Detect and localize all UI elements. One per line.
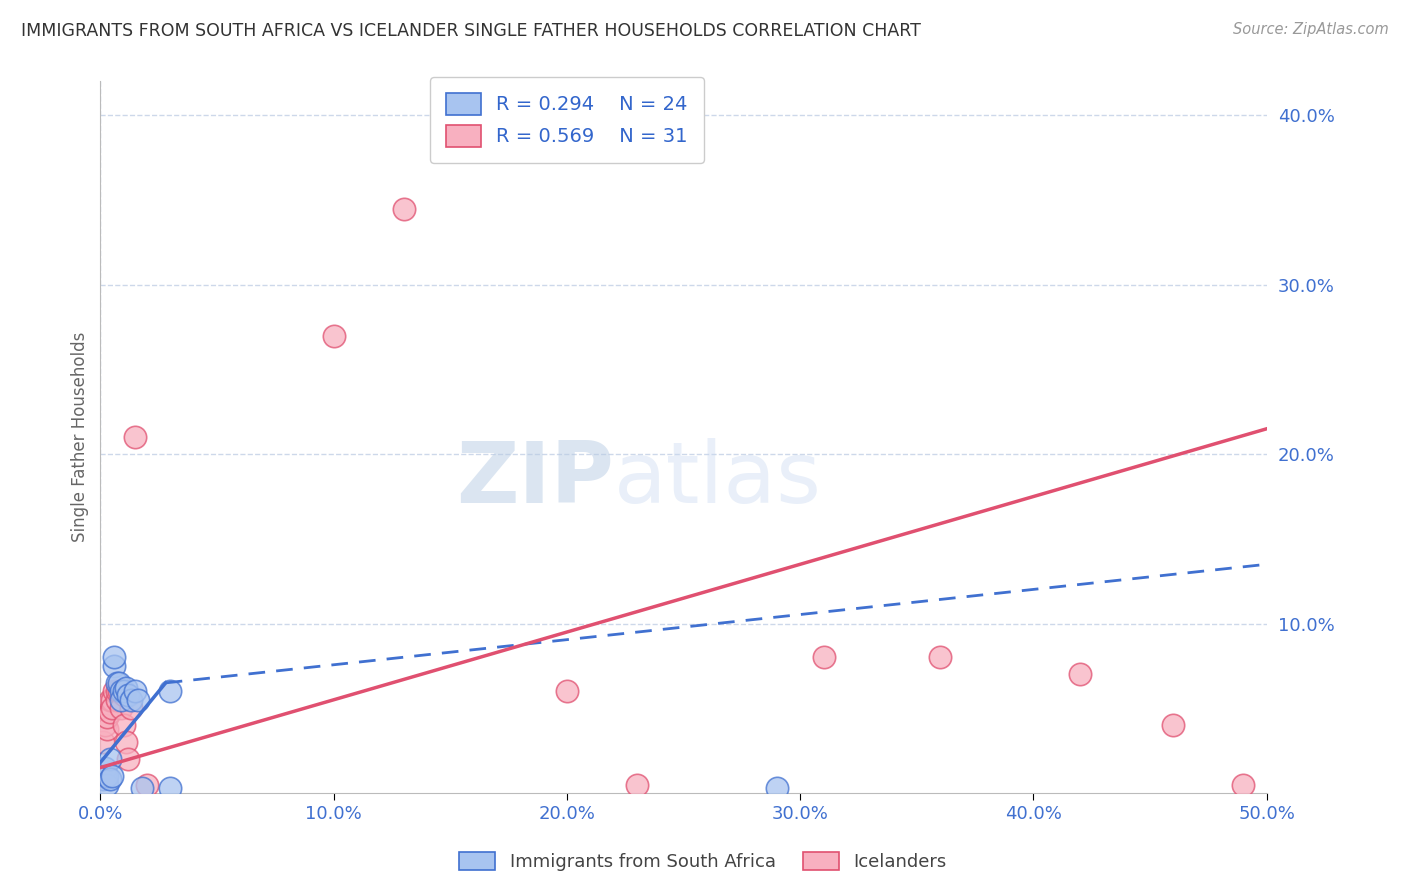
Legend: R = 0.294    N = 24, R = 0.569    N = 31: R = 0.294 N = 24, R = 0.569 N = 31 [430, 77, 703, 162]
Legend: Immigrants from South Africa, Icelanders: Immigrants from South Africa, Icelanders [453, 845, 953, 879]
Point [101, 693, 124, 707]
Point [1163, 718, 1185, 732]
Point [101, 769, 124, 783]
Point [108, 684, 131, 698]
Point [94, 761, 117, 775]
Point [105, 693, 128, 707]
Point [136, 777, 159, 791]
Point [1069, 667, 1091, 681]
Point [91, 769, 114, 783]
Point [392, 202, 415, 216]
Point [96, 769, 118, 783]
Point [112, 718, 135, 732]
Point [103, 684, 125, 698]
Point [124, 684, 146, 698]
Point [626, 777, 648, 791]
Point [105, 684, 128, 698]
Point [813, 650, 835, 665]
Point [108, 676, 131, 690]
Y-axis label: Single Father Households: Single Father Households [72, 332, 89, 542]
Point [98, 705, 121, 719]
Point [103, 659, 125, 673]
Point [96, 710, 118, 724]
Point [96, 777, 118, 791]
Point [120, 701, 142, 715]
Point [124, 430, 146, 444]
Point [929, 650, 952, 665]
Point [159, 780, 181, 795]
Point [127, 693, 149, 707]
Point [131, 780, 153, 795]
Point [766, 780, 789, 795]
Point [96, 722, 118, 736]
Point [555, 684, 578, 698]
Point [112, 688, 135, 702]
Point [322, 328, 344, 343]
Point [101, 701, 124, 715]
Text: IMMIGRANTS FROM SOUTH AFRICA VS ICELANDER SINGLE FATHER HOUSEHOLDS CORRELATION C: IMMIGRANTS FROM SOUTH AFRICA VS ICELANDE… [21, 22, 921, 40]
Point [159, 684, 181, 698]
Point [103, 650, 125, 665]
Point [91, 735, 114, 749]
Point [110, 693, 132, 707]
Point [94, 718, 117, 732]
Text: Source: ZipAtlas.com: Source: ZipAtlas.com [1233, 22, 1389, 37]
Point [94, 769, 117, 783]
Point [110, 701, 132, 715]
Point [117, 752, 139, 766]
Point [115, 735, 138, 749]
Point [98, 693, 121, 707]
Text: ZIP: ZIP [456, 438, 613, 522]
Point [117, 688, 139, 702]
Point [105, 676, 128, 690]
Point [110, 684, 132, 698]
Point [1232, 777, 1254, 791]
Point [112, 684, 135, 698]
Point [98, 772, 121, 787]
Point [115, 681, 138, 695]
Point [120, 693, 142, 707]
Text: atlas: atlas [613, 438, 821, 522]
Point [94, 769, 117, 783]
Point [98, 752, 121, 766]
Point [91, 772, 114, 787]
